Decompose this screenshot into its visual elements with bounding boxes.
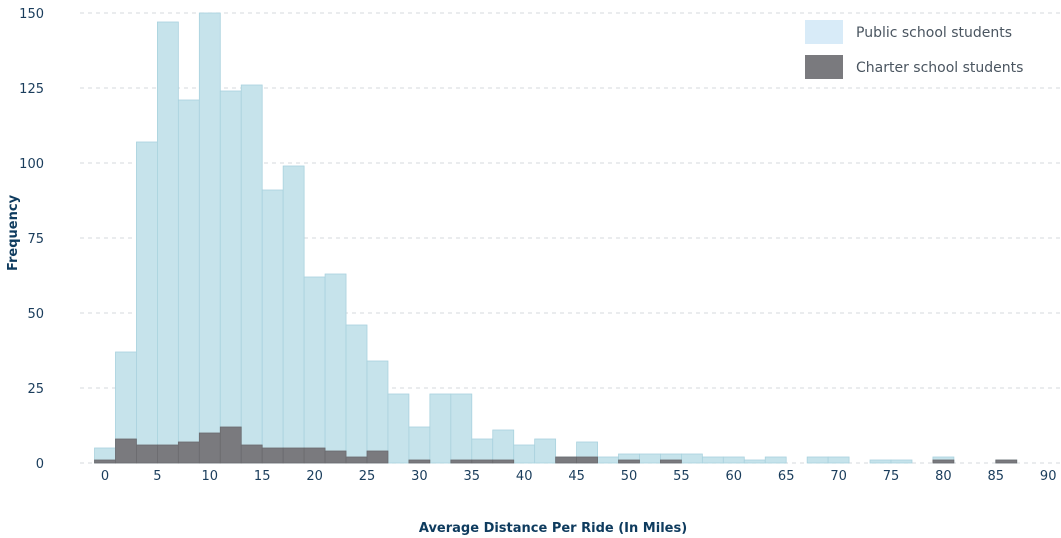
charter-bar bbox=[177, 441, 200, 464]
public-bar bbox=[429, 393, 452, 464]
y-tick-label: 100 bbox=[19, 157, 44, 172]
charter-bar bbox=[450, 459, 473, 464]
public-bar bbox=[450, 393, 473, 464]
public-bar bbox=[890, 459, 913, 464]
y-axis-title: Frequency bbox=[6, 194, 21, 271]
public-bar bbox=[869, 459, 892, 464]
public-bar bbox=[639, 453, 661, 464]
x-tick-label: 0 bbox=[101, 469, 109, 484]
charter-bar bbox=[660, 459, 682, 464]
charter-bar bbox=[995, 459, 1018, 464]
charter-bar bbox=[555, 456, 578, 464]
public-bar bbox=[597, 456, 619, 464]
legend-label-public: Public school students bbox=[856, 25, 1012, 41]
y-tick-label: 150 bbox=[19, 7, 44, 22]
x-axis-title: Average Distance Per Ride (In Miles) bbox=[419, 521, 687, 536]
public-series-bars bbox=[94, 12, 1018, 464]
x-tick-label: 50 bbox=[621, 469, 638, 484]
public-bar bbox=[261, 189, 284, 464]
x-tick-label: 35 bbox=[464, 469, 481, 484]
charter-bar bbox=[240, 444, 263, 464]
charter-bar bbox=[408, 459, 431, 464]
charter-bar bbox=[932, 459, 955, 464]
x-tick-label: 5 bbox=[153, 469, 161, 484]
x-tick-label: 40 bbox=[516, 469, 533, 484]
legend: Public school students Charter school st… bbox=[805, 20, 1023, 79]
public-bar bbox=[324, 273, 347, 464]
public-bar bbox=[492, 429, 515, 464]
public-bar bbox=[387, 393, 410, 464]
charter-bar bbox=[618, 459, 640, 464]
x-tick-label: 10 bbox=[202, 469, 219, 484]
public-bar bbox=[366, 360, 389, 464]
x-tick-label: 20 bbox=[306, 469, 323, 484]
charter-bar bbox=[345, 456, 368, 464]
charter-bar bbox=[219, 426, 242, 464]
public-bar bbox=[408, 426, 431, 464]
x-tick-label: 75 bbox=[883, 469, 900, 484]
x-tick-label: 45 bbox=[568, 469, 585, 484]
public-bar bbox=[722, 456, 745, 464]
legend-label-charter: Charter school students bbox=[856, 60, 1023, 76]
charter-bar bbox=[576, 456, 598, 464]
charter-bar bbox=[136, 444, 158, 464]
x-tick-label: 80 bbox=[935, 469, 952, 484]
y-tick-label: 25 bbox=[27, 382, 44, 397]
public-bar bbox=[282, 165, 305, 464]
public-bar bbox=[198, 12, 221, 464]
x-tick-label: 25 bbox=[359, 469, 376, 484]
public-bar bbox=[806, 456, 829, 464]
charter-bar bbox=[303, 447, 326, 464]
public-bar bbox=[681, 453, 703, 464]
x-tick-label: 30 bbox=[411, 469, 428, 484]
charter-bar bbox=[156, 444, 179, 464]
legend-swatch-public bbox=[805, 20, 843, 44]
y-axis-ticks: 0 25 50 75 100 125 150 bbox=[19, 7, 44, 472]
x-axis-ticks: 0 5 10 15 20 25 30 35 40 45 50 55 60 65 70 75 80 85 90 bbox=[101, 469, 1057, 484]
x-tick-label: 15 bbox=[254, 469, 271, 484]
y-tick-label: 125 bbox=[19, 82, 44, 97]
x-tick-label: 55 bbox=[673, 469, 690, 484]
public-bar bbox=[764, 456, 787, 464]
charter-bar bbox=[324, 450, 347, 464]
public-bar bbox=[177, 99, 200, 464]
x-tick-label: 70 bbox=[830, 469, 847, 484]
charter-bar bbox=[94, 459, 116, 464]
public-bar bbox=[303, 276, 326, 464]
charter-bar bbox=[198, 432, 221, 464]
public-bar bbox=[156, 21, 179, 464]
public-bar bbox=[345, 324, 368, 464]
y-tick-label: 75 bbox=[27, 232, 44, 247]
y-tick-label: 50 bbox=[27, 307, 44, 322]
y-tick-label: 0 bbox=[36, 457, 44, 472]
public-bar bbox=[743, 459, 766, 464]
legend-swatch-charter bbox=[805, 55, 843, 79]
charter-bar bbox=[115, 438, 137, 464]
charter-series-bars bbox=[94, 426, 1018, 464]
x-tick-label: 90 bbox=[1040, 469, 1057, 484]
charter-bar bbox=[366, 450, 389, 464]
charter-bar bbox=[261, 447, 284, 464]
public-bar bbox=[471, 438, 494, 464]
public-bar bbox=[240, 84, 263, 464]
x-tick-label: 60 bbox=[726, 469, 743, 484]
public-bar bbox=[219, 90, 242, 464]
public-bar bbox=[534, 438, 557, 464]
public-bar bbox=[827, 456, 850, 464]
public-bar bbox=[513, 444, 536, 464]
charter-bar bbox=[471, 459, 494, 464]
public-bar bbox=[136, 141, 158, 464]
public-bar bbox=[701, 456, 724, 464]
x-tick-label: 65 bbox=[778, 469, 795, 484]
charter-bar bbox=[492, 459, 515, 464]
x-tick-label: 85 bbox=[988, 469, 1005, 484]
charter-bar bbox=[282, 447, 305, 464]
